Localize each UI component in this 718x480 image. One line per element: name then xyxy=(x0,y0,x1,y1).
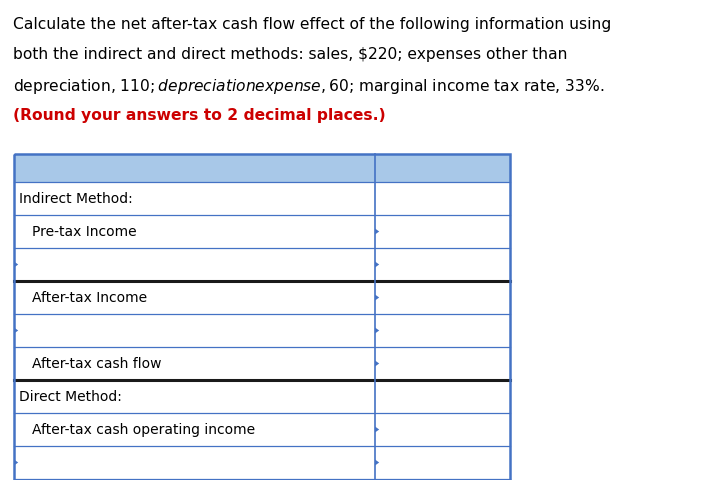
Text: both the indirect and direct methods: sales, $220; expenses other than: both the indirect and direct methods: sa… xyxy=(13,47,567,62)
Bar xyxy=(14,155,510,182)
Polygon shape xyxy=(375,361,379,367)
Polygon shape xyxy=(375,459,379,466)
Polygon shape xyxy=(375,262,379,268)
Text: After-tax cash flow: After-tax cash flow xyxy=(32,357,162,371)
Text: After-tax cash operating income: After-tax cash operating income xyxy=(32,422,255,437)
Text: (Round your answers to 2 decimal places.): (Round your answers to 2 decimal places.… xyxy=(13,108,386,122)
Polygon shape xyxy=(14,262,18,268)
Text: After-tax Income: After-tax Income xyxy=(32,291,147,305)
Polygon shape xyxy=(14,459,18,466)
Polygon shape xyxy=(375,229,379,235)
Polygon shape xyxy=(375,328,379,334)
Text: Indirect Method:: Indirect Method: xyxy=(19,192,133,206)
Polygon shape xyxy=(375,427,379,432)
Text: depreciation, $110; depreciation expense, $60; marginal income tax rate, 33%.: depreciation, $110; depreciation expense… xyxy=(13,77,605,96)
Polygon shape xyxy=(375,295,379,301)
Bar xyxy=(14,155,510,480)
Polygon shape xyxy=(14,328,18,334)
Text: Calculate the net after-tax cash flow effect of the following information using: Calculate the net after-tax cash flow ef… xyxy=(13,17,611,32)
Text: Direct Method:: Direct Method: xyxy=(19,390,122,404)
Text: Pre-tax Income: Pre-tax Income xyxy=(32,225,136,239)
